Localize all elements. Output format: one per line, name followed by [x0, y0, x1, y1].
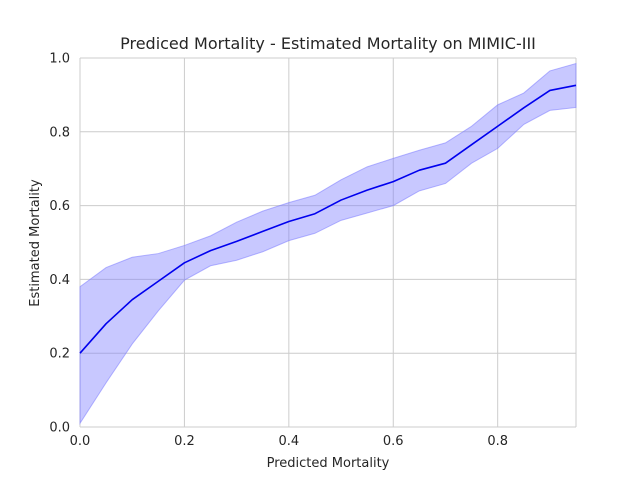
- tick-labels: 0.0 0.2 0.4 0.6 0.8 0.0 0.2 0.4 0.6 0.8 1.0: [49, 52, 508, 450]
- y-tick-label: 0.0: [49, 421, 70, 436]
- x-tick-label: 0.4: [278, 434, 299, 449]
- series-line: [79, 84, 577, 354]
- y-axis-label: Estimated Mortality: [28, 179, 43, 307]
- y-tick-label: 0.6: [49, 199, 70, 214]
- x-tick-label: 0.8: [487, 434, 508, 449]
- y-tick-label: 0.2: [49, 347, 70, 362]
- series-line-layer: [79, 84, 577, 354]
- confidence-band-layer: [79, 62, 577, 426]
- confidence-band: [79, 62, 577, 426]
- grid: [79, 57, 577, 428]
- y-tick-label: 1.0: [49, 52, 70, 67]
- x-axis-label: Predicted Mortality: [267, 456, 390, 471]
- plot-background: [80, 58, 576, 427]
- x-tick-label: 0.6: [383, 434, 404, 449]
- y-tick-label: 0.4: [49, 273, 70, 288]
- chart-title: Prediced Mortality - Estimated Mortality…: [120, 34, 536, 53]
- x-tick-label: 0.0: [70, 434, 91, 449]
- y-tick-label: 0.8: [49, 125, 70, 140]
- x-tick-label: 0.2: [174, 434, 195, 449]
